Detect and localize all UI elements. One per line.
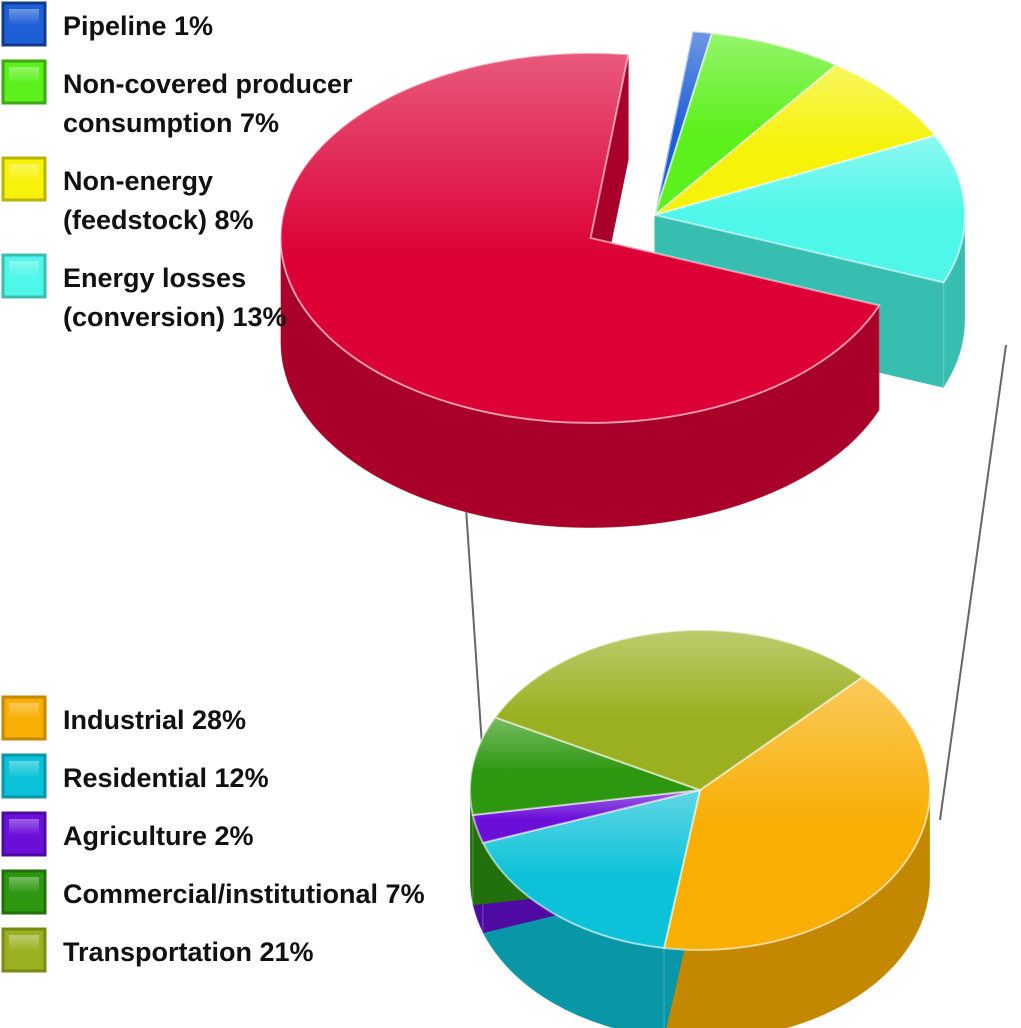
top-pie-slice-4-gloss <box>280 52 880 423</box>
bottom-pie-slice-4-gloss <box>495 630 863 790</box>
legend-top-label-3-1: (conversion) 13% <box>63 302 287 332</box>
legend-bottom-swatch-gloss-4 <box>9 935 39 965</box>
legend-bottom-item-1: Residential 12% <box>1 753 269 799</box>
legend-bottom-swatch-gloss-3 <box>9 877 39 907</box>
legend-top-swatch-gloss-1 <box>9 67 39 97</box>
legend-top-swatch-gloss-2 <box>9 164 39 194</box>
legend-bottom-item-3: Commercial/institutional 7% <box>1 869 425 915</box>
legend-top-label-3-0: Energy losses <box>63 263 246 293</box>
legend-bottom-swatch-gloss-1 <box>9 761 39 791</box>
legend-bottom-label-1-0: Residential 12% <box>63 763 269 793</box>
bottom-pie-slice-2-gloss <box>472 790 700 843</box>
legend-top-item-0: Pipeline 1% <box>1 1 213 47</box>
bottom-pie-slice-3-gloss <box>469 717 700 816</box>
legend-top-swatch-gloss-3 <box>9 261 39 291</box>
bottom-pie-slice-1-gloss <box>482 790 700 949</box>
legend-top-label-2-0: Non-energy <box>63 166 213 196</box>
legend-top-item-3: Energy losses (conversion) 13% <box>1 253 287 332</box>
legend-bottom-swatch-gloss-2 <box>9 819 39 849</box>
legend-bottom-item-2: Agriculture 2% <box>1 811 254 857</box>
legend-top-label-0-0: Pipeline 1% <box>63 11 213 41</box>
top-pie-slice-2-gloss <box>655 64 936 216</box>
legend-bottom-swatch-gloss-0 <box>9 703 39 733</box>
legend-bottom-label-0-0: Industrial 28% <box>63 705 246 735</box>
legend-top-label-1-0: Non-covered producer <box>63 69 353 99</box>
legend-top-swatch-gloss-0 <box>9 9 39 39</box>
legend-bottom-label-4-0: Transportation 21% <box>63 937 314 967</box>
legend-top-item-1: Non-covered producer consumption 7% <box>1 59 353 138</box>
legend-bottom-item-0: Industrial 28% <box>1 695 246 741</box>
pie-top-breakdown <box>279 30 966 529</box>
connector-line-right <box>939 344 1007 821</box>
legend-top-item-2: Non-energy (feedstock) 8% <box>1 156 254 235</box>
legend-bottom-item-4: Transportation 21% <box>1 927 314 973</box>
top-pie-slice-3-gloss <box>655 135 965 283</box>
legend-bottom: Industrial 28% Residential 12% Agriculture… <box>1 695 425 973</box>
legend-top-label-1-1: consumption 7% <box>63 108 279 138</box>
legend-top: Pipeline 1% Non-covered producer consumpti… <box>1 1 353 332</box>
top-pie-slice-1-gloss <box>655 33 837 216</box>
legend-bottom-label-3-0: Commercial/institutional 7% <box>63 879 425 909</box>
legend-bottom-label-2-0: Agriculture 2% <box>63 821 254 851</box>
pie-bottom-breakdown <box>469 629 931 1028</box>
legend-top-label-2-1: (feedstock) 8% <box>63 205 254 235</box>
bottom-pie-slice-0-gloss <box>664 676 930 950</box>
